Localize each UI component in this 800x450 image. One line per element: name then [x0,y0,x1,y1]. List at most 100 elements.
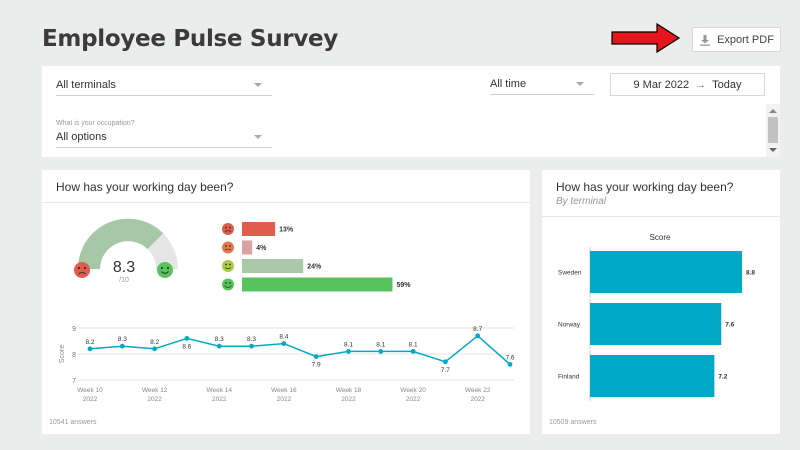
chevron-down-icon [254,135,262,139]
arrow-right-icon: → [695,78,707,91]
trend-point [152,346,158,352]
occupation-select-value: All options [56,131,107,143]
answer-distribution-chart: 13% 4% 24% 59% [222,222,411,292]
trend-point-label: 8.3 [215,336,224,343]
gauge-max: /10 [119,277,129,284]
export-pdf-label: Export PDF [717,33,774,46]
time-select-value: All time [490,78,527,90]
date-range-picker[interactable]: 9 Mar 2022 → Today [610,73,765,96]
trend-point-label: 8.1 [344,341,353,348]
scroll-down-icon[interactable] [769,148,777,152]
happy-face-icon [222,278,234,291]
distribution-bar [242,222,276,236]
card-divider [42,202,530,203]
trend-line [89,334,511,365]
trend-point-label: 7.7 [441,367,450,374]
answer-count: 10541 answers [49,419,97,426]
distribution-bar [242,259,304,273]
distribution-bar [242,277,393,292]
card-subtitle: By terminal [556,196,607,207]
time-select[interactable]: All time [490,73,594,95]
terminal-bar-label: 8.8 [746,270,755,277]
chevron-down-icon [254,83,262,87]
terminal-bar [590,251,742,293]
trend-point [281,341,287,346]
terminal-score-chart: Score Sweden 8.8 Norway 7.6 Finland 7.2 [558,233,755,401]
score-gauge [74,218,178,278]
date-to: Today [712,78,742,91]
trend-point [216,343,222,349]
very-sad-face-icon [74,262,90,278]
red-arrow-annotation [611,22,681,54]
trend-point [410,349,416,354]
x-tick-year: 2022 [341,396,356,403]
trend-point-label: 8.2 [85,339,94,346]
happy-face-icon [157,262,173,278]
gauge-score: 8.3 [112,259,136,276]
occupation-select[interactable]: What is your occupation? All options [56,120,272,148]
chevron-down-icon [576,82,584,86]
distribution-bar-label: 4% [256,245,267,252]
x-tick-label: Week 20 [400,387,426,394]
trend-point [475,333,481,339]
trend-point [249,343,254,349]
download-icon [700,34,711,46]
by-terminal-card: How has your working day been? By termin… [542,170,780,434]
trend-point [119,343,125,349]
card-title: How has your working day been? [56,180,234,194]
x-tick-year: 2022 [406,396,421,403]
scroll-up-icon[interactable] [769,109,777,113]
date-from: 9 Mar 2022 [633,78,690,91]
terminal-bar-label: 7.6 [725,322,734,329]
score-trend-chart: 7 8 9 Score 8.2 8.3 8.2 8.6 8.3 8.3 8.4 7.9 8.1 8.1 8.… [59,326,515,403]
x-tick-label: Week 18 [336,387,362,394]
trend-point [442,359,448,365]
answer-count: 10509 answers [549,419,597,426]
x-tick-label: Week 16 [271,387,297,394]
card-divider [542,216,780,217]
distribution-bar-label: 24% [307,264,322,271]
x-tick-label: Week 14 [206,387,232,394]
y-tick-label: 8 [72,352,76,359]
distribution-bar-label: 13% [279,227,294,234]
trend-point [184,336,190,341]
terminal-select-value: All terminals [56,79,116,91]
scrollbar-thumb[interactable] [768,117,778,143]
trend-point-label: 8.1 [376,341,385,348]
filter-panel: All terminals All time 9 Mar 2022 → Toda… [42,66,780,157]
filter-scrollbar[interactable] [766,104,780,157]
category-label: Sweden [558,270,582,277]
x-tick-year: 2022 [83,396,98,403]
trend-point-label: 8.6 [182,343,191,350]
trend-point-label: 8.7 [473,326,482,333]
terminal-bar-label: 7.2 [718,374,727,381]
trend-point [378,349,384,354]
trend-point-label: 7.6 [505,354,514,361]
page-title: Employee Pulse Survey [42,26,339,52]
gauge-fill [77,218,164,269]
working-day-card: How has your working day been? 8.3 /10 1… [42,170,530,434]
trend-point [507,362,513,367]
x-tick-year: 2022 [147,396,162,403]
x-tick-year: 2022 [212,396,227,403]
trend-point-label: 8.1 [409,341,418,348]
trend-point [313,354,319,359]
x-tick-label: Week 12 [142,387,168,394]
trend-point-label: 8.3 [247,336,256,343]
terminal-select[interactable]: All terminals [56,74,272,96]
distribution-bar [242,240,253,255]
export-pdf-button[interactable]: Export PDF [692,27,781,52]
occupation-label: What is your occupation? [56,120,135,127]
chart-title: Score [650,233,671,242]
sad-face-icon [222,241,234,254]
x-tick-year: 2022 [470,396,485,403]
x-tick-label: Week 10 [77,387,103,394]
distribution-bar-label: 59% [396,282,411,289]
x-tick-label: Week 22 [465,387,491,394]
x-tick-year: 2022 [277,396,292,403]
trend-point-label: 8.3 [118,336,127,343]
y-tick-label: 7 [72,378,76,385]
trend-point [346,349,351,354]
card-title: How has your working day been? [556,180,734,194]
y-axis-label: Score [59,345,66,363]
